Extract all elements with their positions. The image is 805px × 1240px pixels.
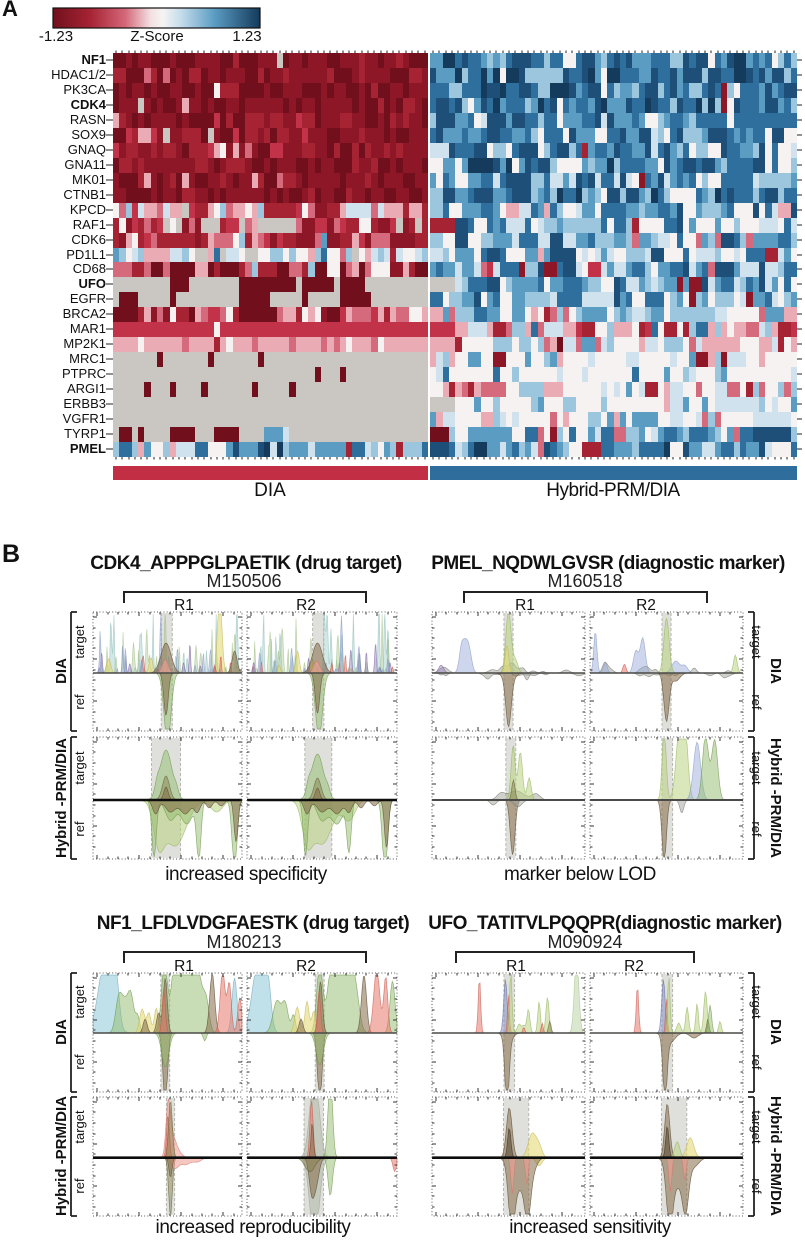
svg-text:RAF1: RAF1 xyxy=(73,217,106,232)
svg-text:GNA11: GNA11 xyxy=(64,157,106,172)
svg-text:R1: R1 xyxy=(506,958,526,975)
svg-text:DIA: DIA xyxy=(53,658,70,684)
svg-text:R2: R2 xyxy=(296,597,316,614)
svg-text:MRC1: MRC1 xyxy=(69,351,106,366)
svg-text:increased reproducibility: increased reproducibility xyxy=(156,1217,352,1238)
svg-text:A: A xyxy=(2,0,18,21)
svg-text:target: target xyxy=(749,625,764,659)
svg-text:M160518: M160518 xyxy=(547,571,622,591)
svg-text:DIA: DIA xyxy=(767,1019,784,1045)
svg-text:PMEL_NQDWLGVSR (diagnostic mar: PMEL_NQDWLGVSR (diagnostic marker) xyxy=(431,553,785,574)
svg-text:target: target xyxy=(72,1110,87,1144)
svg-text:NF1: NF1 xyxy=(81,52,106,67)
svg-text:R2: R2 xyxy=(296,958,316,975)
svg-text:NF1_LFDLVDGFAESTK (drug target: NF1_LFDLVDGFAESTK (drug target) xyxy=(97,913,410,934)
svg-text:R1: R1 xyxy=(515,597,535,614)
svg-text:PD1L1: PD1L1 xyxy=(66,247,106,262)
svg-text:MP2K1: MP2K1 xyxy=(63,336,106,351)
svg-text:PMEL: PMEL xyxy=(70,441,106,456)
svg-text:ref: ref xyxy=(72,821,87,837)
svg-text:ARGI1: ARGI1 xyxy=(67,381,106,396)
svg-text:R1: R1 xyxy=(174,597,194,614)
svg-text:BRCA2: BRCA2 xyxy=(63,306,106,321)
svg-text:marker below LOD: marker below LOD xyxy=(504,864,656,885)
svg-text:TYRP1: TYRP1 xyxy=(64,426,106,441)
svg-text:ref: ref xyxy=(72,1178,87,1194)
svg-text:ref: ref xyxy=(749,694,764,710)
svg-text:1.23: 1.23 xyxy=(232,28,261,45)
svg-text:target: target xyxy=(72,625,87,659)
svg-text:UFO: UFO xyxy=(79,276,106,291)
svg-text:target: target xyxy=(749,751,764,785)
svg-text:DIA: DIA xyxy=(767,658,784,684)
svg-text:PTPRC: PTPRC xyxy=(62,366,106,381)
svg-text:Hybrid-PRM/DIA: Hybrid-PRM/DIA xyxy=(546,480,680,501)
svg-text:ref: ref xyxy=(749,1054,764,1070)
svg-text:-1.23: -1.23 xyxy=(39,28,73,45)
svg-text:M090924: M090924 xyxy=(547,932,622,952)
svg-text:PK3CA: PK3CA xyxy=(63,82,106,97)
svg-text:ref: ref xyxy=(749,1178,764,1194)
svg-text:increased specificity: increased specificity xyxy=(165,864,328,885)
svg-text:target: target xyxy=(749,1110,764,1144)
svg-text:ref: ref xyxy=(72,694,87,710)
svg-text:target: target xyxy=(72,751,87,785)
svg-text:increased sensitivity: increased sensitivity xyxy=(509,1217,672,1238)
svg-text:CDK6: CDK6 xyxy=(71,232,106,247)
svg-text:Hybrid -PRM/DIA: Hybrid -PRM/DIA xyxy=(53,1096,70,1216)
svg-text:M180213: M180213 xyxy=(206,932,281,952)
svg-text:B: B xyxy=(2,540,20,568)
svg-text:UFO_TATITVLPQQPR(diagnostic ma: UFO_TATITVLPQQPR(diagnostic marker) xyxy=(428,913,782,934)
svg-text:RASN: RASN xyxy=(70,112,106,127)
svg-text:CD68: CD68 xyxy=(73,261,106,276)
svg-text:R2: R2 xyxy=(636,597,656,614)
svg-text:MK01: MK01 xyxy=(72,172,106,187)
svg-text:ERBB3: ERBB3 xyxy=(63,396,106,411)
svg-text:target: target xyxy=(749,985,764,1019)
svg-text:ref: ref xyxy=(749,821,764,837)
svg-text:VGFR1: VGFR1 xyxy=(63,411,106,426)
svg-text:CDK4_APPPGLPAETIK (drug target: CDK4_APPPGLPAETIK (drug target) xyxy=(90,553,402,574)
svg-text:Hybrid -PRM/DIA: Hybrid -PRM/DIA xyxy=(767,738,784,858)
svg-text:KPCD: KPCD xyxy=(70,202,106,217)
svg-text:SOX9: SOX9 xyxy=(71,127,106,142)
svg-text:CTNB1: CTNB1 xyxy=(63,187,106,202)
svg-text:R1: R1 xyxy=(174,958,194,975)
svg-text:MAR1: MAR1 xyxy=(70,321,106,336)
svg-text:R2: R2 xyxy=(624,958,644,975)
svg-text:EGFR: EGFR xyxy=(70,291,106,306)
svg-text:Z-Score: Z-Score xyxy=(130,28,183,45)
svg-text:Hybrid -PRM/DIA: Hybrid -PRM/DIA xyxy=(767,1096,784,1216)
svg-text:DIA: DIA xyxy=(53,1019,70,1045)
svg-text:GNAQ: GNAQ xyxy=(68,142,106,157)
svg-text:DIA: DIA xyxy=(254,480,286,501)
svg-text:M150506: M150506 xyxy=(206,571,281,591)
svg-text:target: target xyxy=(72,985,87,1019)
svg-text:ref: ref xyxy=(72,1054,87,1070)
svg-text:Hybrid -PRM/DIA: Hybrid -PRM/DIA xyxy=(53,738,70,858)
svg-text:CDK4: CDK4 xyxy=(71,97,107,112)
svg-text:HDAC1/2: HDAC1/2 xyxy=(51,67,106,82)
